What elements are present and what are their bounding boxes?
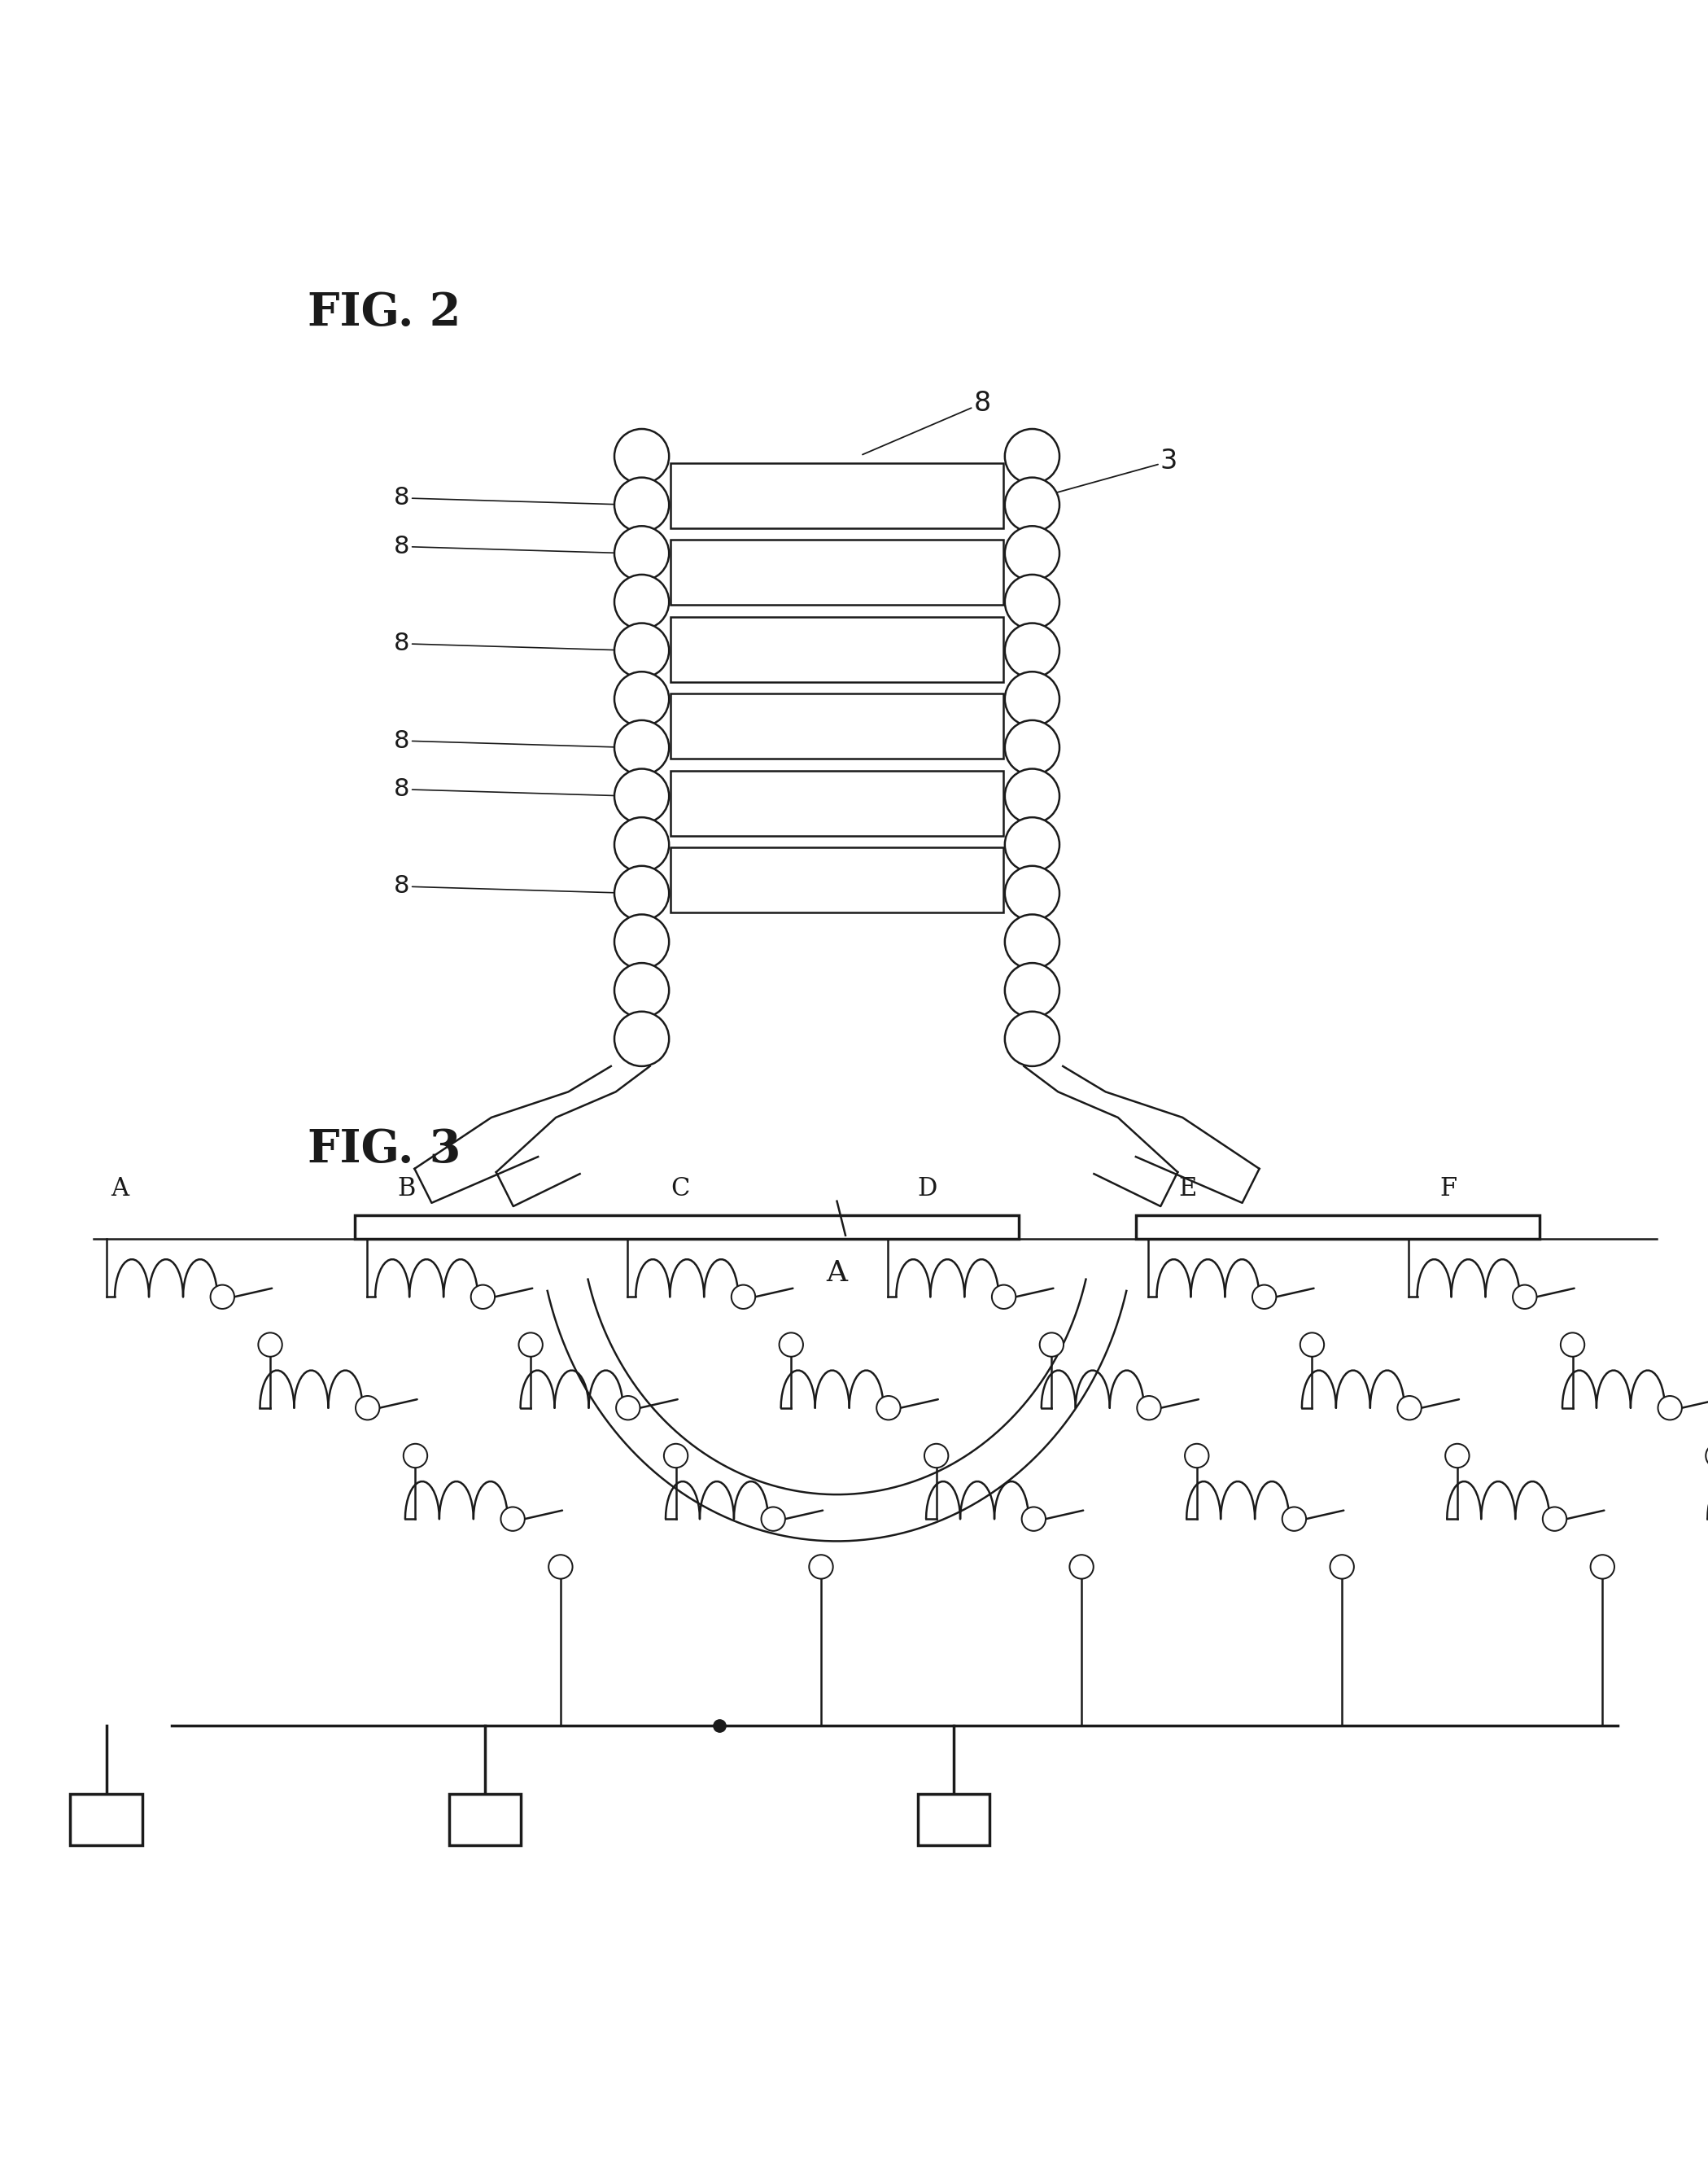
Bar (449, 1795, 521, 1844)
Text: 8: 8 (863, 391, 991, 454)
Circle shape (1021, 1506, 1045, 1530)
Circle shape (664, 1443, 688, 1467)
Circle shape (810, 1556, 834, 1580)
Circle shape (471, 1285, 495, 1309)
Circle shape (876, 1395, 900, 1419)
Circle shape (1004, 477, 1059, 532)
Circle shape (210, 1285, 234, 1309)
Circle shape (615, 866, 670, 920)
Circle shape (1283, 1506, 1307, 1530)
Text: 8: 8 (395, 875, 630, 898)
Circle shape (1706, 1443, 1708, 1467)
Circle shape (519, 1332, 543, 1356)
Bar (70, 1795, 142, 1844)
Bar (1136, 1215, 1539, 1239)
Circle shape (779, 1332, 803, 1356)
Text: 8: 8 (395, 534, 630, 558)
Bar (670, 694, 1003, 759)
Circle shape (924, 1443, 948, 1467)
Circle shape (615, 575, 670, 629)
Circle shape (615, 963, 670, 1018)
Circle shape (615, 818, 670, 872)
Circle shape (1513, 1285, 1537, 1309)
Circle shape (1069, 1556, 1093, 1580)
Circle shape (1004, 623, 1059, 677)
Text: U: U (96, 1808, 116, 1831)
Circle shape (1040, 1332, 1064, 1356)
Text: W: W (941, 1808, 967, 1831)
Circle shape (992, 1285, 1016, 1309)
Circle shape (1004, 673, 1059, 727)
Circle shape (615, 673, 670, 727)
Text: E: E (1179, 1176, 1197, 1202)
Circle shape (1004, 768, 1059, 822)
Circle shape (1397, 1395, 1421, 1419)
Circle shape (1658, 1395, 1682, 1419)
Bar (670, 616, 1003, 681)
Circle shape (1004, 818, 1059, 872)
Bar (670, 848, 1003, 911)
Circle shape (615, 430, 670, 484)
Text: FIG. 2: FIG. 2 (307, 291, 461, 336)
Circle shape (1542, 1506, 1566, 1530)
Text: 3: 3 (1045, 447, 1177, 495)
Text: 8: 8 (395, 631, 630, 655)
Circle shape (615, 525, 670, 582)
Text: 8: 8 (395, 729, 630, 753)
Circle shape (762, 1506, 786, 1530)
Text: D: D (917, 1176, 938, 1202)
Bar (670, 770, 1003, 835)
Text: A: A (827, 1259, 847, 1287)
Text: FIG. 3: FIG. 3 (307, 1128, 461, 1172)
Circle shape (1004, 914, 1059, 970)
Circle shape (1590, 1556, 1614, 1580)
Circle shape (1138, 1395, 1161, 1419)
Text: A: A (111, 1176, 130, 1202)
Circle shape (731, 1285, 755, 1309)
Text: F: F (1440, 1176, 1457, 1202)
Bar (670, 540, 1003, 605)
Circle shape (615, 477, 670, 532)
Circle shape (1004, 866, 1059, 920)
Circle shape (1004, 575, 1059, 629)
Circle shape (615, 768, 670, 822)
Circle shape (1004, 1011, 1059, 1065)
Circle shape (1561, 1332, 1585, 1356)
Circle shape (617, 1395, 640, 1419)
Circle shape (1331, 1556, 1354, 1580)
Circle shape (548, 1556, 572, 1580)
Text: C: C (671, 1176, 690, 1202)
Text: V: V (475, 1808, 494, 1831)
Circle shape (1004, 963, 1059, 1018)
Circle shape (615, 1011, 670, 1065)
Circle shape (1004, 525, 1059, 582)
Circle shape (1445, 1443, 1469, 1467)
Circle shape (1004, 720, 1059, 775)
Circle shape (258, 1332, 282, 1356)
Circle shape (615, 720, 670, 775)
Circle shape (1300, 1332, 1324, 1356)
Circle shape (615, 914, 670, 970)
Circle shape (615, 623, 670, 677)
Bar (670, 462, 1003, 527)
Bar (354, 1215, 1018, 1239)
Circle shape (1185, 1443, 1209, 1467)
Text: 8: 8 (395, 486, 630, 510)
Bar (917, 1795, 989, 1844)
Text: B: B (398, 1176, 415, 1202)
Text: 8: 8 (395, 777, 630, 801)
Circle shape (1252, 1285, 1276, 1309)
Circle shape (403, 1443, 427, 1467)
Circle shape (500, 1506, 524, 1530)
Circle shape (1004, 430, 1059, 484)
Circle shape (355, 1395, 379, 1419)
